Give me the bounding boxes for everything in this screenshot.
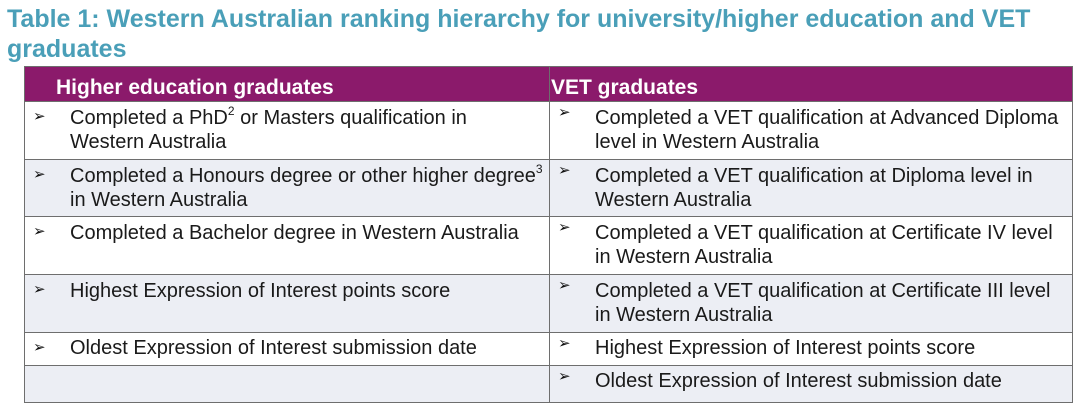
vet-cell: ➢ Oldest Expression of Interest submissio… xyxy=(549,365,1073,403)
vet-cell: ➢ Completed a VET qualification at Certif… xyxy=(549,216,1073,275)
arrow-bullet-icon: ➢ xyxy=(33,108,46,125)
vet-cell: ➢ Completed a VET qualification at Certif… xyxy=(549,274,1073,333)
header-vet: VET graduates xyxy=(549,66,1073,102)
criterion-text: Oldest Expression of Interest submission… xyxy=(70,337,477,359)
higher-education-cell: ➢ Highest Expression of Interest points s… xyxy=(24,274,550,333)
higher-education-cell: ➢ Oldest Expression of Interest submissio… xyxy=(24,332,550,366)
criterion-text: Completed a VET qualification at Certifi… xyxy=(595,280,1051,326)
ranking-table: Higher education graduates VET graduates… xyxy=(24,66,1073,403)
higher-education-cell xyxy=(24,365,550,403)
footnote-marker: 3 xyxy=(535,162,543,177)
arrow-bullet-icon: ➢ xyxy=(558,335,571,352)
criterion-text: Completed a VET qualification at Certifi… xyxy=(595,222,1053,268)
table-row: ➢ Oldest Expression of Interest submissio… xyxy=(24,332,1073,366)
arrow-bullet-icon: ➢ xyxy=(558,219,571,236)
vet-cell: ➢ Completed a VET qualification at Advanc… xyxy=(549,101,1073,160)
vet-cell: ➢ Highest Expression of Interest points s… xyxy=(549,332,1073,366)
table-row: ➢ Highest Expression of Interest points s… xyxy=(24,274,1073,333)
arrow-bullet-icon: ➢ xyxy=(33,223,46,240)
criterion-text: Completed a PhD2 or Masters qualificatio… xyxy=(70,104,467,153)
vet-cell: ➢ Completed a VET qualification at Diplom… xyxy=(549,159,1073,217)
arrow-bullet-icon: ➢ xyxy=(558,277,571,294)
table-row: ➢ Completed a PhD2 or Masters qualificati… xyxy=(24,101,1073,160)
criterion-text: Oldest Expression of Interest submission… xyxy=(595,370,1002,392)
header-row: Higher education graduates VET graduates xyxy=(24,66,1073,102)
table-row: ➢ Oldest Expression of Interest submissio… xyxy=(24,365,1073,403)
table-row: ➢ Completed a Honours degree or other hig… xyxy=(24,159,1073,217)
higher-education-cell: ➢ Completed a Honours degree or other hig… xyxy=(24,159,550,217)
footnote-marker: 2 xyxy=(227,104,235,119)
criterion-text: Completed a VET qualification at Diploma… xyxy=(595,165,1033,211)
criterion-text: Completed a Honours degree or other high… xyxy=(70,162,543,211)
criterion-text: Highest Expression of Interest points sc… xyxy=(70,280,451,302)
arrow-bullet-icon: ➢ xyxy=(33,166,46,183)
higher-education-cell: ➢ Completed a PhD2 or Masters qualificati… xyxy=(24,101,550,160)
arrow-bullet-icon: ➢ xyxy=(33,339,46,356)
arrow-bullet-icon: ➢ xyxy=(558,104,571,121)
criterion-text: Completed a VET qualification at Advance… xyxy=(595,107,1059,153)
arrow-bullet-icon: ➢ xyxy=(33,281,46,298)
higher-education-cell: ➢ Completed a Bachelor degree in Western … xyxy=(24,216,550,275)
criterion-text: Highest Expression of Interest points sc… xyxy=(595,337,976,359)
criterion-text: Completed a Bachelor degree in Western A… xyxy=(70,222,519,244)
arrow-bullet-icon: ➢ xyxy=(558,368,571,385)
arrow-bullet-icon: ➢ xyxy=(558,162,571,179)
table-row: ➢ Completed a Bachelor degree in Western … xyxy=(24,216,1073,275)
table-title: Table 1: Western Australian ranking hier… xyxy=(7,5,1031,63)
header-higher-education: Higher education graduates xyxy=(24,66,550,102)
